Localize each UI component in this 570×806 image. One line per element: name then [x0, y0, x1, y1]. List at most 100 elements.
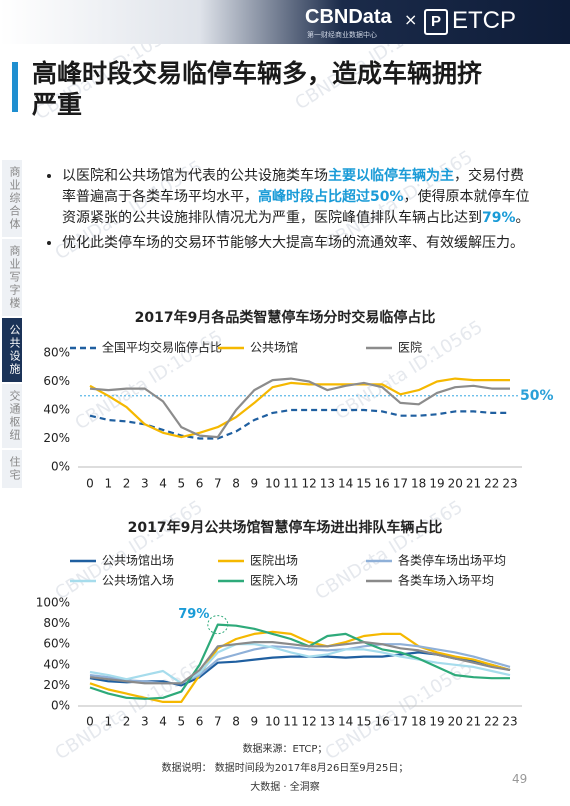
- x-tick-label: 8: [232, 715, 240, 729]
- x-tick-label: 19: [429, 477, 444, 491]
- bullet-text: 。: [515, 210, 530, 226]
- legend-label: 医院: [398, 341, 422, 355]
- x-tick-label: 12: [301, 477, 316, 491]
- x-tick-label: 22: [484, 715, 499, 729]
- x-tick-label: 21: [466, 715, 481, 729]
- x-tick-label: 16: [375, 715, 390, 729]
- y-tick-label: 20%: [43, 431, 70, 445]
- cross: ×: [404, 10, 418, 29]
- header: [0, 0, 570, 44]
- x-tick-label: 14: [338, 715, 353, 729]
- series-line: [89, 377, 510, 439]
- nav-tab: 商业写字楼: [2, 239, 22, 316]
- x-tick-label: 20: [448, 715, 463, 729]
- x-tick-label: 17: [393, 715, 408, 729]
- chart-title: 2017年9月公共场馆智慧停车场进出排队车辆占比: [128, 519, 443, 536]
- bullet: 以医院和公共场馆为代表的公共设施类车场主要以临停车辆为主，交易付费率普遍高于各类…: [62, 166, 536, 229]
- partner-icon: P: [424, 9, 448, 35]
- nav-tab: 商业综合体: [2, 160, 22, 237]
- x-tick-label: 14: [338, 477, 353, 491]
- y-tick-label: 20%: [43, 678, 70, 692]
- bullet-text: ，交易付费率普遍高于各类车场平均水平，: [62, 168, 524, 205]
- series-line: [89, 643, 511, 685]
- y-tick-label: 80%: [43, 346, 70, 360]
- legend-label: 医院出场: [250, 554, 298, 568]
- legend-label: 各类车场入场平均: [398, 573, 494, 588]
- x-tick-label: 12: [301, 715, 316, 729]
- tagline: 大数据 · 全洞察: [250, 782, 320, 793]
- x-tick-label: 5: [177, 477, 185, 491]
- y-tick-label: 40%: [43, 657, 70, 671]
- x-tick-label: 11: [283, 477, 298, 491]
- x-tick-label: 7: [214, 715, 222, 729]
- note: 数据说明： 数据时间段为2017年8月26日至9月25日；: [161, 763, 409, 774]
- x-tick-label: 15: [356, 477, 371, 491]
- side-nav: 商业综合体 商业写字楼 公共设施 交通枢纽 住宅: [2, 160, 22, 490]
- x-tick-label: 13: [320, 715, 335, 729]
- x-tick-label: 11: [283, 715, 298, 729]
- legend-label: 公共场馆: [250, 340, 298, 355]
- x-tick-label: 10: [265, 715, 280, 729]
- x-tick-label: 9: [251, 477, 259, 491]
- bullet-text: 优化此类停车场的交易环节能够大大提高车场的流通效率、有效缓解压力。: [62, 235, 524, 251]
- y-tick-label: 80%: [43, 616, 70, 630]
- x-tick-label: 13: [320, 477, 335, 491]
- y-tick-label: 100%: [36, 596, 70, 610]
- legend-label: 各类停车场出场平均: [398, 553, 506, 568]
- x-tick-label: 18: [411, 477, 426, 491]
- bullets: 以医院和公共场馆为代表的公共设施类车场主要以临停车辆为主，交易付费率普遍高于各类…: [46, 166, 536, 258]
- series-line: [89, 641, 511, 685]
- bullet-text: 以医院和公共场馆为代表的公共设施类车场: [62, 168, 328, 184]
- nav-tab: 公共设施: [2, 318, 22, 382]
- x-tick-label: 0: [86, 477, 94, 491]
- x-tick-label: 6: [196, 477, 204, 491]
- legend-label: 公共场馆出场: [102, 553, 174, 568]
- x-tick-label: 7: [214, 477, 222, 491]
- page-number: 49: [512, 772, 528, 786]
- chart-title: 2017年9月各品类智慧停车场分时交易临停占比: [135, 309, 436, 326]
- series-line: [89, 408, 510, 440]
- bullet-text: 主要以临停车辆为主: [328, 168, 454, 184]
- brand: CBNData: [305, 6, 392, 28]
- x-tick-label: 0: [86, 715, 94, 729]
- bullet-text: ，使得原本就停车位资源紧张的公共设施排队情况尤为严重，医院峰值排队车辆占比达到: [62, 189, 530, 226]
- annotation: 79%: [178, 607, 209, 622]
- x-tick-label: 8: [232, 477, 240, 491]
- bullet-text: 79%: [482, 210, 516, 226]
- nav-tab: 交通枢纽: [2, 384, 22, 448]
- annotation-circle: [207, 615, 229, 635]
- partner: ETCP: [452, 7, 517, 34]
- bullet: 优化此类停车场的交易环节能够大大提高车场的流通效率、有效缓解压力。: [62, 233, 536, 254]
- title-bar: [12, 62, 18, 112]
- y-tick-label: 0%: [51, 460, 70, 474]
- x-tick-label: 6: [196, 715, 204, 729]
- x-tick-label: 21: [466, 477, 481, 491]
- series-line: [89, 630, 511, 703]
- source: 数据来源：ETCP；: [242, 744, 328, 755]
- x-tick-label: 2: [123, 477, 131, 491]
- y-tick-label: 60%: [43, 637, 70, 651]
- series-line: [89, 623, 510, 700]
- x-tick-label: 15: [356, 715, 371, 729]
- series-line: [89, 377, 510, 439]
- x-tick-label: 1: [104, 715, 112, 729]
- y-tick-label: 0%: [51, 699, 70, 713]
- x-tick-label: 17: [393, 477, 408, 491]
- x-tick-label: 3: [141, 715, 149, 729]
- bullet-list: 以医院和公共场馆为代表的公共设施类车场主要以临停车辆为主，交易付费率普遍高于各类…: [46, 166, 536, 254]
- x-tick-label: 20: [448, 477, 463, 491]
- title: 高峰时段交易临停车辆多，造成车辆拥挤严重: [32, 59, 483, 119]
- y-tick-label: 60%: [43, 374, 70, 388]
- x-tick-label: 23: [502, 715, 517, 729]
- y-tick-label: 40%: [43, 403, 70, 417]
- x-tick-label: 4: [159, 477, 167, 491]
- x-tick-label: 10: [265, 477, 280, 491]
- legend-label: 医院入场: [250, 574, 298, 588]
- legend-label: 公共场馆入场: [102, 573, 174, 588]
- brand-sub: 第一财经商业数据中心: [307, 31, 377, 39]
- x-tick-label: 9: [251, 715, 259, 729]
- x-tick-label: 22: [484, 477, 499, 491]
- nav-tab: 住宅: [2, 450, 22, 488]
